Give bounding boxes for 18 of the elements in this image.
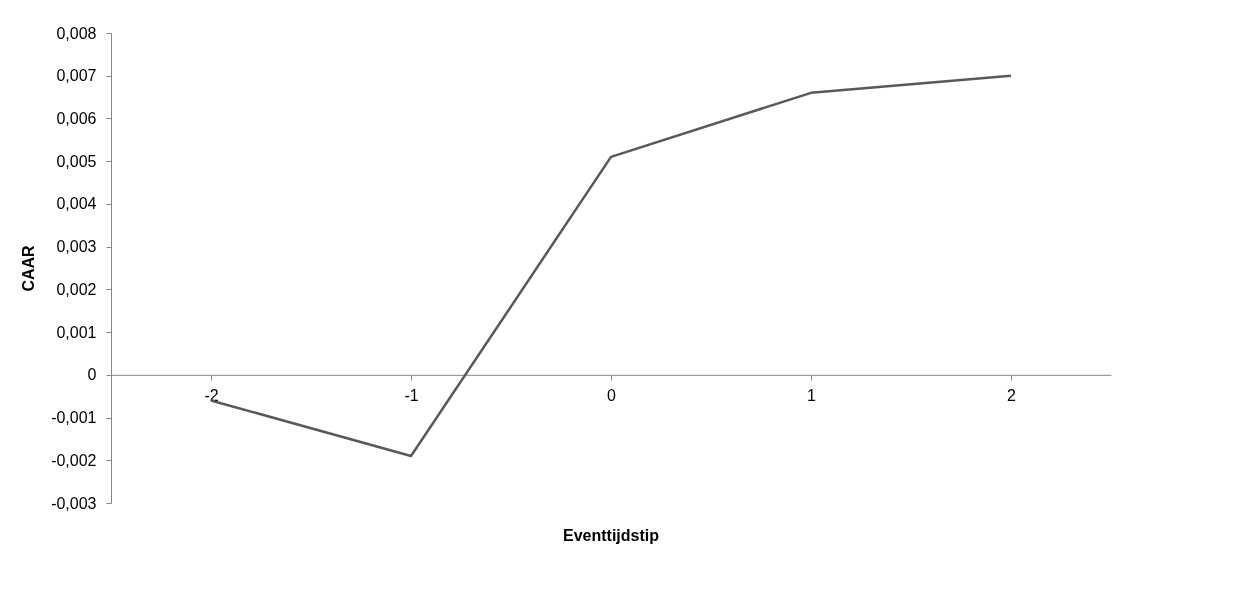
y-tick-label: -0,001 — [51, 409, 97, 427]
x-tick-label: 2 — [1007, 387, 1017, 405]
y-tick-label: 0,004 — [56, 195, 97, 213]
y-tick-label: -0,003 — [51, 494, 97, 512]
x-tick-label: 1 — [807, 387, 817, 405]
x-tick-label: 0 — [607, 387, 617, 405]
y-tick-label: 0,001 — [56, 323, 97, 341]
y-tick-label: 0,003 — [56, 238, 97, 256]
x-axis-title: Eventtijdstip — [562, 527, 660, 544]
y-tick-label: 0,006 — [56, 109, 97, 127]
y-tick-label: 0,002 — [56, 280, 97, 298]
y-tick-label: 0 — [87, 366, 97, 384]
y-tick-label: -0,002 — [51, 451, 97, 469]
y-tick-label: 0,008 — [56, 24, 97, 42]
y-tick-label: 0,005 — [56, 152, 97, 170]
x-tick-label: -1 — [404, 387, 419, 405]
y-tick-label: 0,007 — [56, 67, 97, 85]
y-axis-title: CAAR — [20, 244, 38, 292]
